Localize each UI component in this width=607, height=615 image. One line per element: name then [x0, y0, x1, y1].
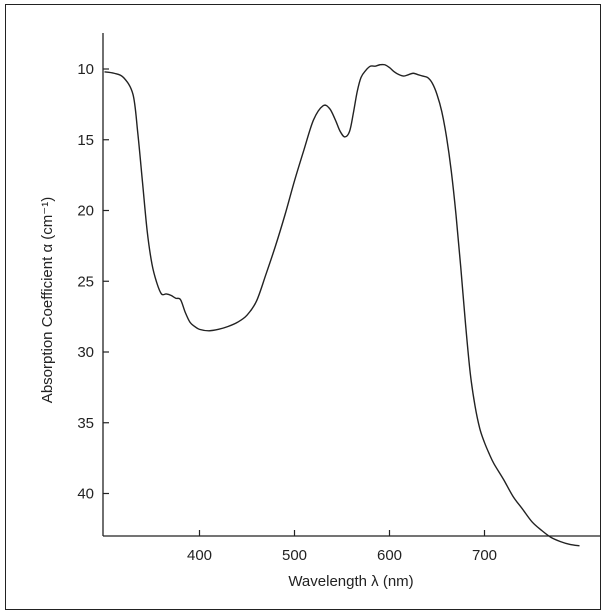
- x-ticks: 400 500 600 700: [187, 530, 497, 564]
- y-tick-label: 15: [77, 132, 94, 149]
- y-tick-label: 30: [77, 344, 94, 361]
- x-tick-label: 700: [472, 547, 497, 564]
- y-tick-label: 10: [77, 61, 94, 78]
- absorption-curve: [104, 63, 580, 547]
- y-axis-label: Absorption Coefficient α (cm⁻¹): [39, 197, 56, 403]
- y-tick-label: 35: [77, 415, 94, 432]
- y-ticks: 10 15 20 25 30 35 40: [77, 61, 109, 503]
- x-tick-label: 500: [282, 547, 307, 564]
- y-tick-label: 40: [77, 486, 94, 503]
- figure-frame: [5, 4, 601, 610]
- x-tick-label: 600: [377, 547, 402, 564]
- y-tick-label: 20: [77, 203, 94, 220]
- x-tick-label: 400: [187, 547, 212, 564]
- y-tick-label: 25: [77, 273, 94, 290]
- x-axis-label: Wavelength λ (nm): [288, 573, 413, 590]
